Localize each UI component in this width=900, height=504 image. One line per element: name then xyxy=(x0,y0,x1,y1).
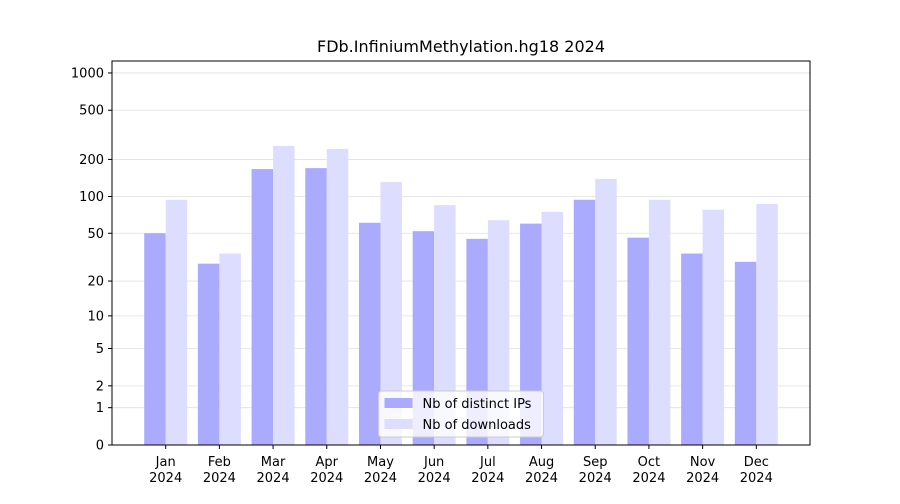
bar xyxy=(165,199,188,445)
y-tick-label: 5 xyxy=(96,342,104,357)
x-tick-label: Sep 2024 xyxy=(579,455,612,486)
y-tick-label: 100 xyxy=(79,190,104,205)
x-tick-label: Apr 2024 xyxy=(310,455,343,486)
x-tick-label: Jun 2024 xyxy=(418,455,451,486)
y-tick-label: 1000 xyxy=(71,66,104,81)
y-tick-label: 200 xyxy=(79,153,104,168)
chart-title: FDb.InfiniumMethylation.hg18 2024 xyxy=(317,37,605,56)
legend-swatch xyxy=(384,398,413,408)
legend-box xyxy=(378,390,544,438)
bar xyxy=(734,261,757,445)
bar xyxy=(305,168,327,446)
bar xyxy=(756,203,778,445)
bar xyxy=(326,148,349,446)
bar xyxy=(648,199,671,445)
x-tick-label: Aug 2024 xyxy=(525,455,558,486)
bar xyxy=(681,253,703,445)
x-tick-label: Dec 2024 xyxy=(740,455,773,486)
bar xyxy=(627,237,649,445)
bar xyxy=(434,205,456,445)
bar xyxy=(273,145,295,445)
x-tick-label: Oct 2024 xyxy=(632,455,665,486)
bar xyxy=(197,263,220,445)
bar xyxy=(520,223,542,445)
y-tick-label: 500 xyxy=(79,104,104,119)
x-tick-label: Nov 2024 xyxy=(686,455,719,486)
bar xyxy=(702,209,725,445)
x-tick-label: Jul 2024 xyxy=(471,455,504,486)
legend-swatch xyxy=(384,419,413,429)
y-tick-label: 0 xyxy=(96,439,104,454)
bar xyxy=(573,199,596,445)
y-tick-label: 20 xyxy=(87,275,104,290)
x-tick-label: May 2024 xyxy=(364,455,397,486)
bar xyxy=(219,253,241,445)
bar xyxy=(144,233,166,445)
legend-label: Nb of distinct IPs xyxy=(423,397,532,412)
legend-label: Nb of downloads xyxy=(423,418,532,433)
y-tick-label: 50 xyxy=(87,227,104,242)
bar xyxy=(251,169,274,446)
bar xyxy=(595,178,617,446)
bar xyxy=(487,220,510,445)
bar xyxy=(358,222,381,445)
bar xyxy=(380,182,402,445)
x-tick-label: Feb 2024 xyxy=(203,455,236,486)
x-tick-label: Jan 2024 xyxy=(149,455,182,486)
legend: Nb of distinct IPs Nb of downloads xyxy=(378,390,544,438)
x-tick-label: Mar 2024 xyxy=(257,455,290,486)
y-tick-label: 2 xyxy=(96,379,104,394)
y-tick-label: 10 xyxy=(87,309,104,324)
bar xyxy=(541,211,564,445)
plot-frame xyxy=(111,60,811,446)
y-tick-label: 1 xyxy=(96,401,104,416)
